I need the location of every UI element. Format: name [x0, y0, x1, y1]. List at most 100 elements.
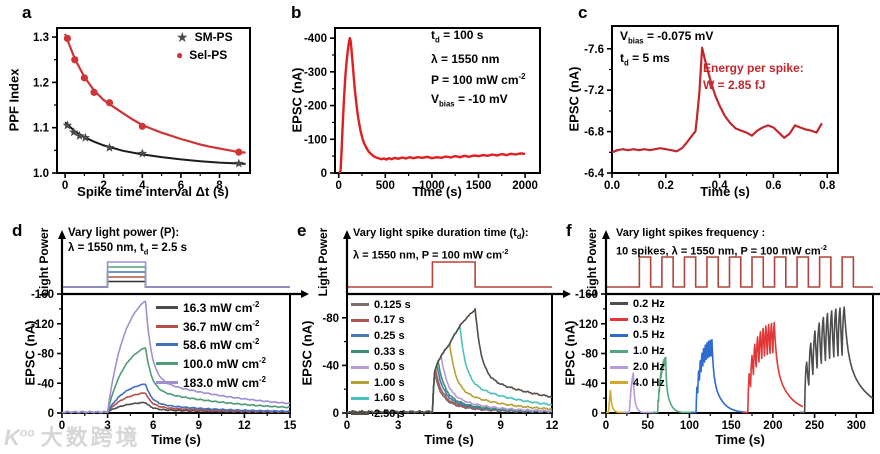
svg-text:100: 100 [680, 420, 699, 432]
y-axis-title-e-epsc: EPSC (nA) [299, 320, 315, 386]
annotation-line: td = 5 ms [620, 50, 670, 68]
svg-text:2000: 2000 [512, 180, 538, 192]
legend-entry: 100.0 mW cm-2 [156, 354, 266, 373]
series-1.0 Hz [652, 356, 695, 414]
svg-text:0: 0 [62, 180, 68, 192]
svg-text:9: 9 [196, 420, 202, 432]
chart-a: 0 2 4 6 8 1.0 1.1 1.2 1.3 [33, 27, 251, 192]
light-pulse [62, 266, 290, 288]
light-axis-arrow [602, 230, 610, 239]
legend-label: 0.25 s [374, 329, 405, 342]
svg-text:-6.8: -6.8 [584, 127, 604, 139]
svg-text:12: 12 [238, 420, 251, 432]
series-4.0 Hz [606, 389, 628, 414]
svg-text:15: 15 [284, 420, 297, 432]
legend-entry: 0.3 Hz [610, 312, 665, 328]
svg-text:0.0: 0.0 [604, 180, 620, 192]
y-axis-title-d-light: Light Power [37, 227, 51, 297]
watermark: Koo 大数跨境 [4, 420, 141, 452]
svg-text:1500: 1500 [466, 180, 492, 192]
x-axis-title-e: Time (s) [424, 432, 474, 447]
light-axis-arrow [58, 230, 66, 239]
annotation-line: td = 100 s [431, 28, 484, 45]
annotation-line: λ = 1550 nm, P = 100 mW cm-2 [353, 248, 509, 262]
series-EPSC [611, 46, 823, 154]
legend-label: 1.00 s [374, 376, 405, 389]
svg-text:0.6: 0.6 [765, 180, 781, 192]
y-axis-title-b: EPSC (nA) [289, 67, 305, 133]
y-axis-title-d-epsc: EPSC (nA) [22, 320, 38, 386]
panel-f: f 0 50 100 150 200 250 300 0 -40 -80 -120 -160 Time… [560, 218, 880, 454]
chart-e: 0 3 6 9 12 0 -40 -80 [322, 230, 571, 432]
legend-swatch [351, 396, 369, 400]
watermark-text: 大数跨境 [40, 425, 141, 450]
legend-swatch [156, 324, 178, 328]
legend-entry: 1.00 s [351, 375, 411, 391]
y-axis-title-f-epsc: EPSC (nA) [562, 320, 578, 386]
svg-text:6: 6 [150, 420, 156, 432]
legend-entry: 183.0 mW cm-2 [156, 373, 266, 392]
annotation: Vary light power (P): λ = 1550 nm, td = 2… [68, 226, 187, 259]
x-axis-title-f: Time (s) [715, 432, 765, 447]
marker-star [69, 127, 79, 137]
legend-entry: 0.25 s [351, 328, 411, 344]
marker-star [137, 148, 148, 158]
legend: 0.125 s 0.17 s 0.25 s 0.33 s 0.50 s 1.00 s 1.6… [351, 297, 411, 422]
chart-d: 0 3 6 9 12 15 0 -40 -80 -120 -160 [31, 230, 309, 432]
svg-text:3: 3 [104, 420, 110, 432]
x-axis-title-d: Time (s) [151, 432, 201, 447]
series-2.0 Hz [624, 372, 657, 414]
watermark-logo: Koo [4, 425, 35, 450]
svg-text:4: 4 [139, 180, 146, 192]
annotation-line: Vbias = -10 mV [431, 91, 508, 109]
legend-swatch [156, 381, 178, 385]
svg-text:-6.4: -6.4 [584, 168, 604, 180]
annotation-line: P = 100 mW cm-2 [431, 72, 526, 88]
legend-label: 0.125 s [374, 298, 411, 311]
series-2.50 s [346, 308, 553, 414]
legend-entry: 0.50 s [351, 359, 411, 375]
x-axis-title-c: Time (s) [700, 184, 750, 199]
legend-swatch [351, 412, 369, 416]
legend-entry: 4.0 Hz [610, 375, 665, 391]
light-pulse [347, 261, 552, 288]
panel-label-e: e [297, 221, 307, 240]
legend-entry: 16.3 mW cm-2 [156, 298, 266, 317]
svg-text:0.4: 0.4 [712, 180, 729, 192]
svg-text:-120: -120 [575, 319, 598, 331]
marker-circle [235, 148, 243, 156]
legend-swatch [351, 365, 369, 369]
svg-text:3: 3 [395, 420, 401, 432]
annotation-line: Vary light spikes frequency : [616, 227, 766, 239]
svg-text:0: 0 [333, 408, 339, 420]
light-pulse [62, 280, 290, 288]
legend: 0.2 Hz 0.3 Hz 0.5 Hz 1.0 Hz 2.0 Hz 4.0 Hz [610, 296, 665, 391]
x-axis-arrow [563, 290, 571, 298]
legend-swatch: ★ [176, 29, 189, 45]
legend-label: 58.6 mW cm-2 [183, 337, 260, 353]
svg-text:-80: -80 [581, 349, 598, 361]
x-axis-arrow [301, 290, 309, 298]
panel-label-c: c [578, 3, 588, 22]
svg-text:200: 200 [763, 420, 782, 432]
panel-e: e 0 3 6 9 12 0 -40 -80 Time (s) EPSC (nA) Light… [295, 218, 571, 454]
svg-text:50: 50 [641, 420, 654, 432]
annotation-line: Vary light power (P): [68, 227, 180, 239]
panel-a: a 0 2 4 6 8 1.0 1.1 1.2 1.3 Spike time interval … [0, 0, 285, 218]
legend-entry: ● Sel-PS [176, 46, 233, 64]
light-axis-arrow [343, 230, 351, 239]
legend-swatch [351, 318, 369, 322]
svg-text:-7.6: -7.6 [584, 44, 604, 56]
legend-swatch [351, 381, 369, 385]
legend-swatch [351, 350, 369, 354]
annotation-line: 10 spikes, λ = 1550 nm, P = 100 mW cm-2 [616, 244, 828, 258]
legend-label: 0.5 Hz [633, 329, 665, 342]
legend-entry: 1.0 Hz [610, 343, 665, 359]
panel-c: c 0.0 0.2 0.4 0.6 0.8 -6.4 -6.8 -7.2 -7.6 Time (… [567, 0, 880, 218]
svg-text:0: 0 [344, 420, 350, 432]
marker-circle [71, 56, 79, 64]
legend-label: 0.50 s [374, 361, 405, 374]
svg-text:1.1: 1.1 [33, 123, 50, 135]
annotation-line: Vbias = -0.075 mV [620, 29, 714, 46]
